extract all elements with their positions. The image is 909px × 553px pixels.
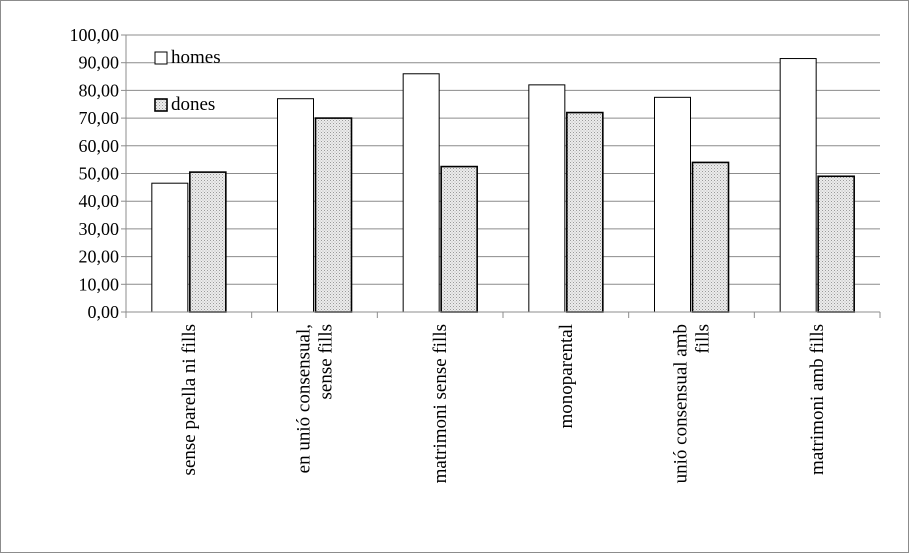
y-tick-label: 50,00 — [79, 164, 120, 184]
category-label: matrimoni sense fills — [430, 324, 451, 483]
category-label-line: sense parella ni fills — [179, 324, 200, 475]
bar-homes — [779, 58, 817, 313]
y-tick-label: 10,00 — [79, 274, 120, 294]
category-label: matrimoni amb fills — [807, 324, 828, 475]
y-tick-label: 80,00 — [79, 80, 120, 100]
y-axis: 0,00 10,00 20,00 30,00 40,00 50,00 60,00 70,00 8… — [70, 25, 127, 322]
y-tick-label: 90,00 — [79, 53, 120, 73]
y-tick-label: 20,00 — [79, 247, 120, 267]
bar-dones — [691, 161, 730, 313]
legend-label-dones: dones — [171, 94, 215, 115]
y-tick-label: 40,00 — [79, 191, 120, 211]
legend-swatch-dones — [154, 98, 168, 112]
category-label: sense parella ni fills — [179, 324, 200, 475]
bar-dones — [440, 165, 478, 313]
category-label-line: matrimoni sense fills — [430, 324, 451, 483]
bar-dones — [314, 117, 353, 313]
y-tick-label: 0,00 — [88, 302, 120, 322]
y-tick-label: 30,00 — [79, 219, 120, 239]
legend-label-homes: homes — [171, 47, 221, 68]
y-tick-label: 70,00 — [79, 108, 120, 128]
legend: homes dones — [154, 47, 221, 115]
y-tick-label: 100,00 — [70, 25, 120, 45]
category-label-line: fills — [693, 324, 714, 354]
bar-dones — [566, 111, 604, 313]
bars — [151, 58, 855, 313]
legend-swatch-homes — [154, 51, 168, 65]
category-label: unió consensual amb fills — [671, 324, 714, 483]
category-label-line: sense fills — [316, 324, 337, 399]
category-label: en unió consensual, sense fills — [294, 324, 337, 473]
x-axis: sense parella ni fills en unió consensual… — [125, 311, 881, 483]
bar-homes — [151, 182, 189, 313]
bar-homes — [277, 98, 314, 313]
category-label-line: matrimoni amb fills — [807, 324, 828, 475]
bar-homes — [654, 96, 691, 313]
y-tick-label: 60,00 — [79, 136, 120, 156]
category-label-line: unió consensual amb — [671, 324, 692, 483]
category-label: monoparental — [556, 324, 577, 428]
category-label-line: en unió consensual, — [294, 324, 315, 473]
bar-homes — [402, 73, 440, 313]
bar-dones — [817, 175, 855, 313]
bar-dones — [189, 171, 227, 313]
category-label-line: monoparental — [556, 324, 577, 428]
bar-homes — [528, 84, 566, 313]
gridlines — [126, 34, 880, 285]
